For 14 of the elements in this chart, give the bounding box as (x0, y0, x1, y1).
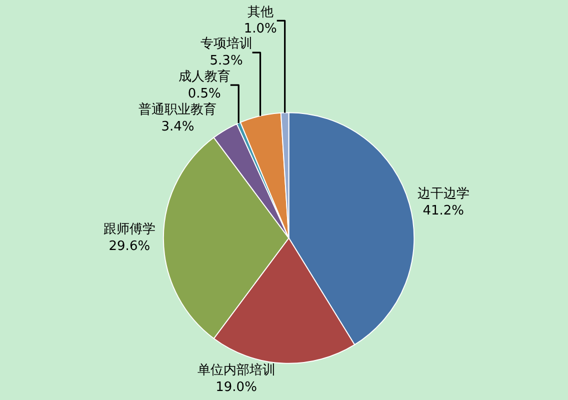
data-label: 19.0% (216, 380, 257, 396)
slice-label: 专项培训 (200, 36, 252, 52)
data-label: 1.0% (244, 22, 277, 37)
data-label: 41.2% (422, 204, 464, 219)
data-label: 5.3% (210, 54, 243, 69)
data-label: 0.5% (188, 86, 221, 102)
slice-label: 普通职业教育 (138, 101, 217, 118)
slice-label: 边干边学 (417, 186, 470, 202)
slice-label: 单位内部培训 (197, 363, 276, 378)
slice-label: 成人教育 (178, 68, 230, 85)
slice-label: 其他 (247, 4, 274, 20)
data-label: 3.4% (161, 119, 194, 134)
slice-label: 跟师傅学 (103, 222, 156, 238)
data-label: 29.6% (108, 238, 150, 254)
